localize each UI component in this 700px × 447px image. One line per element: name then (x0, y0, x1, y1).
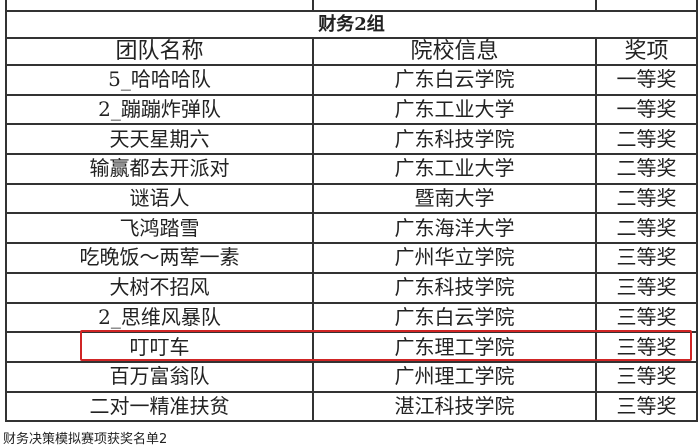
cell-team-name: 输赢都去开派对 (5, 153, 314, 185)
table-row: 吃晚饭～两荤一素 广州华立学院 三等奖 (5, 242, 698, 274)
table-row: 谜语人 暨南大学 二等奖 (5, 182, 698, 215)
table-row: 大树不招风 广东科技学院 三等奖 (5, 271, 698, 304)
cell-award: 二等奖 (595, 212, 698, 245)
cell-team-name: 叮叮车 (5, 331, 314, 363)
cell-school: 广州华立学院 (312, 242, 597, 274)
cell-team-name: 2_蹦蹦炸弹队 (5, 93, 314, 126)
table-row: 天天星期六 广东科技学院 二等奖 (5, 123, 698, 156)
caption: 财务决策模拟赛项获奖名单2 (3, 432, 168, 447)
cell-school: 暨南大学 (312, 182, 597, 215)
cell-team-name: 5_哈哈哈队 (5, 64, 314, 96)
cell-school: 广东理工学院 (312, 331, 597, 363)
header-award: 奖项 (595, 37, 698, 66)
cell-team-name: 吃晚饭～两荤一素 (5, 242, 314, 274)
group-title: 财务2组 (5, 10, 698, 39)
table-row: 5_哈哈哈队 广东白云学院 一等奖 (5, 64, 698, 96)
table-row: 二对一精准扶贫 湛江科技学院 三等奖 (5, 390, 698, 423)
cell-school: 广东科技学院 (312, 271, 597, 304)
cell-team-name: 百万富翁队 (5, 360, 314, 393)
cell-award: 三等奖 (595, 242, 698, 274)
table-row: 2_蹦蹦炸弹队 广东工业大学 一等奖 (5, 93, 698, 126)
cell-team-name: 谜语人 (5, 182, 314, 215)
award-table: 财务2组 团队名称 院校信息 奖项 5_哈哈哈队 广东白云学院 一等奖 2_蹦蹦炸弹队… (5, 0, 698, 423)
cell-school: 广东科技学院 (312, 123, 597, 156)
cell-team-name: 2_思维风暴队 (5, 301, 314, 334)
cut-off-row (5, 0, 698, 12)
cell-team-name: 大树不招风 (5, 271, 314, 304)
cell-award: 二等奖 (595, 123, 698, 156)
cell-school: 广东工业大学 (312, 93, 597, 126)
cell-team-name: 飞鸿踏雪 (5, 212, 314, 245)
header-team-name: 团队名称 (5, 37, 314, 66)
cell-award: 三等奖 (595, 271, 698, 304)
table-row: 叮叮车 广东理工学院 三等奖 (5, 331, 698, 363)
highlight-box (80, 330, 692, 361)
cell-award: 一等奖 (595, 64, 698, 96)
table-row: 飞鸿踏雪 广东海洋大学 二等奖 (5, 212, 698, 245)
table-row: 2_思维风暴队 广东白云学院 三等奖 (5, 301, 698, 334)
cell-team-name: 天天星期六 (5, 123, 314, 156)
cell-award: 三等奖 (595, 390, 698, 423)
cell-school: 湛江科技学院 (312, 390, 597, 423)
table-row: 输赢都去开派对 广东工业大学 二等奖 (5, 153, 698, 185)
cell-award: 三等奖 (595, 360, 698, 393)
cell-school: 广东白云学院 (312, 301, 597, 334)
cell-school: 广东工业大学 (312, 153, 597, 185)
cell-award: 三等奖 (595, 301, 698, 334)
cell-school: 广州理工学院 (312, 360, 597, 393)
table-row: 百万富翁队 广州理工学院 三等奖 (5, 360, 698, 393)
cell-award: 一等奖 (595, 93, 698, 126)
cell-award: 二等奖 (595, 182, 698, 215)
cell-team-name: 二对一精准扶贫 (5, 390, 314, 423)
cell-school: 广东白云学院 (312, 64, 597, 96)
cell-school: 广东海洋大学 (312, 212, 597, 245)
header-school: 院校信息 (312, 37, 597, 66)
cell-award: 二等奖 (595, 153, 698, 185)
cell-award: 三等奖 (595, 331, 698, 363)
